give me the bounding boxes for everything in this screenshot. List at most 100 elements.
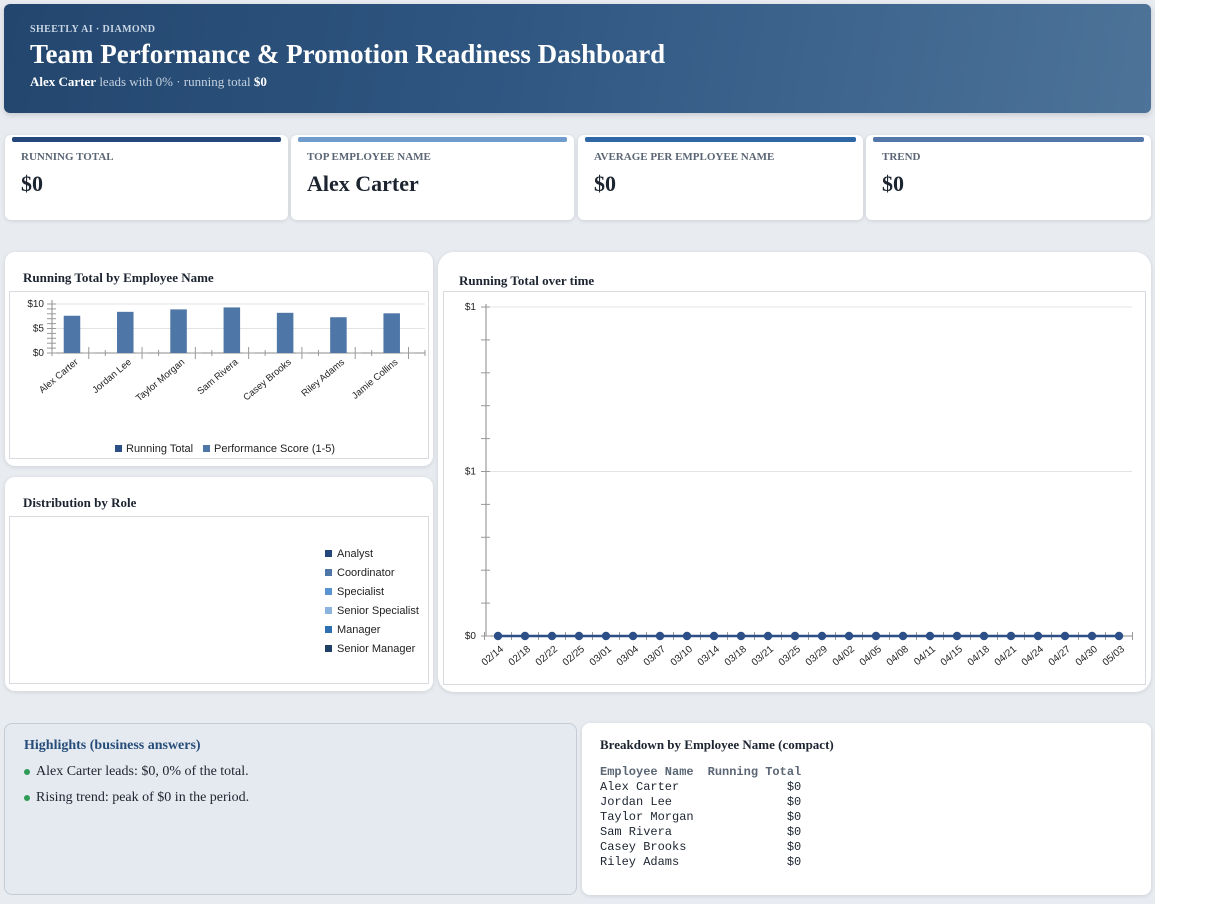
x-tick-label: 03/29	[804, 644, 831, 669]
y-tick-label: $5	[33, 324, 45, 335]
data-point	[979, 631, 989, 641]
x-category-label: Alex Carter	[37, 357, 80, 396]
kpi-accent-bar	[298, 137, 567, 142]
data-point	[493, 631, 503, 641]
kpi-label: RUNNING TOTAL	[21, 151, 114, 163]
x-tick-label: 04/02	[831, 644, 858, 669]
kpi-accent-bar	[585, 137, 856, 142]
legend-label: Specialist	[337, 585, 385, 598]
performance-bar	[117, 311, 134, 353]
x-category-label: Sam Rivera	[195, 356, 241, 397]
legend-label: Manager	[337, 623, 381, 636]
leader-name: Alex Carter	[30, 74, 97, 89]
data-point	[1087, 631, 1097, 641]
kpi-label: AVERAGE PER EMPLOYEE NAME	[594, 151, 775, 163]
running-total-cell: $0	[786, 840, 802, 854]
legend-swatch	[203, 445, 210, 452]
column-header: Running Total	[707, 765, 802, 779]
kpi-label: TREND	[882, 151, 921, 163]
x-tick-label: 04/30	[1074, 644, 1101, 669]
highlight-item: Alex Carter leads: $0, 0% of the total.	[24, 764, 557, 780]
bullet-icon	[24, 795, 30, 801]
legend-label: Senior Manager	[337, 642, 416, 655]
data-point	[736, 631, 746, 641]
data-point	[520, 631, 530, 641]
running-total-cell: $0	[786, 855, 802, 869]
dashboard-header: SHEETLY AI · DIAMOND Team Performance & …	[4, 4, 1151, 113]
data-point	[952, 631, 962, 641]
x-tick-label: 03/18	[723, 644, 750, 669]
data-point	[709, 631, 719, 641]
x-tick-label: 02/25	[561, 644, 588, 669]
x-tick-label: 02/18	[507, 644, 534, 669]
employee-name-cell: Riley Adams	[600, 855, 680, 869]
employee-name-cell: Jordan Lee	[600, 795, 673, 809]
data-point	[871, 631, 881, 641]
running-total-cell: $0	[786, 795, 802, 809]
kpi-value: $0	[21, 171, 43, 196]
pie-chart-plot: Analyst Coordinator Specialist Senior Speci…	[9, 516, 429, 684]
kpi-value: $0	[882, 171, 904, 196]
x-tick-label: 03/04	[615, 644, 642, 669]
table-row: Alex Carter $0	[600, 780, 801, 795]
data-point	[628, 631, 638, 641]
y-tick-label: $10	[27, 299, 44, 310]
kpi-accent-bar	[873, 137, 1144, 142]
pie-chart-title: Distribution by Role	[23, 495, 137, 510]
data-point	[547, 631, 557, 641]
data-point	[682, 631, 692, 641]
breakdown-table-body: Alex Carter $0 Jordan Lee $0 Taylor Morgan $0…	[600, 780, 801, 870]
data-point	[790, 631, 800, 641]
x-tick-label: 05/03	[1101, 644, 1128, 669]
legend-label: Performance Score (1-5)	[214, 443, 335, 455]
pie-legend: Analyst Coordinator Specialist Senior Speci…	[325, 544, 419, 658]
kpi-value: $0	[594, 171, 616, 196]
x-category-label: Jordan Lee	[90, 357, 133, 396]
x-tick-label: 04/18	[966, 644, 993, 669]
performance-bar	[383, 313, 400, 353]
running-total-cell: $0	[786, 825, 802, 839]
legend-swatch	[325, 645, 332, 652]
legend-swatch	[325, 607, 332, 614]
x-tick-label: 04/05	[858, 644, 885, 669]
bar-chart-legend: Running Total Performance Score (1-5)	[115, 443, 335, 455]
x-category-label: Jamie Collins	[350, 357, 401, 402]
legend-swatch	[325, 626, 332, 633]
x-tick-label: 03/07	[642, 644, 669, 669]
data-point	[1114, 631, 1124, 641]
highlights-panel: Highlights (business answers) Alex Carte…	[4, 723, 577, 895]
dashboard-canvas: SHEETLY AI · DIAMOND Team Performance & …	[0, 0, 1155, 904]
legend-item: Specialist	[325, 582, 419, 601]
data-point	[844, 631, 854, 641]
employee-name-cell: Taylor Morgan	[600, 810, 694, 824]
highlights-title: Highlights (business answers)	[24, 738, 201, 753]
x-tick-label: 04/08	[885, 644, 912, 669]
legend-label: Senior Specialist	[337, 604, 419, 617]
legend-swatch	[325, 569, 332, 576]
data-point	[1060, 631, 1070, 641]
x-tick-label: 04/21	[993, 644, 1020, 669]
data-point	[817, 631, 827, 641]
performance-bar	[330, 317, 347, 353]
legend-item: Manager	[325, 620, 419, 639]
line-chart-svg: $1 $1 $002/14 02/18 02/22 02/25 03/01 03/04 03/0…	[465, 302, 1133, 669]
x-tick-label: 02/14	[480, 644, 507, 669]
employee-name-cell: Sam Rivera	[600, 825, 673, 839]
x-tick-label: 04/24	[1020, 644, 1047, 669]
legend-swatch	[325, 550, 332, 557]
kpi-card-trend: TREND $0	[866, 135, 1151, 220]
y-tick-label: $0	[465, 631, 477, 642]
highlight-text: Rising trend: peak of $0 in the period.	[36, 790, 250, 805]
kpi-card-average: AVERAGE PER EMPLOYEE NAME $0	[578, 135, 863, 220]
legend-label: Analyst	[337, 547, 374, 560]
subtitle-text: leads with 0% · running total	[96, 74, 254, 89]
data-point	[655, 631, 665, 641]
x-tick-label: 03/21	[750, 644, 777, 669]
table-row: Taylor Morgan $0	[600, 810, 801, 825]
table-row: Jordan Lee $0	[600, 795, 801, 810]
legend-label: Coordinator	[337, 566, 395, 579]
page-title: Team Performance & Promotion Readiness D…	[30, 39, 666, 69]
table-row: Sam Rivera $0	[600, 825, 801, 840]
performance-bar	[170, 309, 187, 353]
